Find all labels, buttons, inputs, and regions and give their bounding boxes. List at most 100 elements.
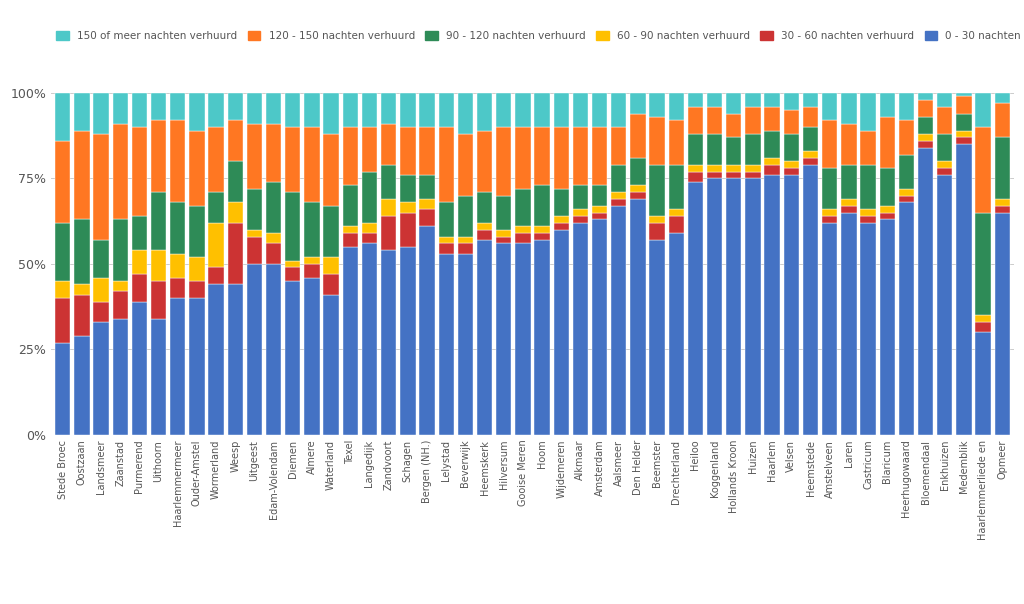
Bar bbox=[976, 322, 991, 332]
Bar bbox=[956, 114, 972, 130]
Bar bbox=[458, 254, 473, 435]
Bar bbox=[592, 93, 607, 127]
Bar bbox=[113, 319, 128, 435]
Bar bbox=[860, 209, 876, 216]
Bar bbox=[343, 93, 358, 127]
Bar bbox=[937, 168, 952, 175]
Bar bbox=[707, 172, 722, 178]
Bar bbox=[535, 93, 550, 127]
Bar bbox=[209, 223, 224, 268]
Bar bbox=[803, 93, 818, 107]
Bar bbox=[669, 209, 684, 216]
Bar bbox=[113, 281, 128, 291]
Bar bbox=[304, 278, 319, 435]
Bar bbox=[937, 93, 952, 107]
Bar bbox=[170, 254, 185, 278]
Bar bbox=[515, 93, 530, 127]
Bar bbox=[745, 134, 761, 165]
Bar bbox=[381, 199, 396, 216]
Bar bbox=[400, 127, 416, 175]
Bar bbox=[113, 219, 128, 281]
Bar bbox=[745, 107, 761, 134]
Bar bbox=[860, 223, 876, 435]
Bar bbox=[899, 155, 914, 188]
Bar bbox=[458, 243, 473, 254]
Bar bbox=[189, 298, 205, 435]
Bar bbox=[400, 247, 416, 435]
Bar bbox=[458, 134, 473, 196]
Bar bbox=[976, 127, 991, 213]
Bar bbox=[535, 226, 550, 233]
Bar bbox=[304, 257, 319, 264]
Bar bbox=[918, 141, 933, 148]
Bar bbox=[822, 120, 838, 168]
Bar bbox=[420, 209, 435, 226]
Bar bbox=[841, 124, 856, 165]
Bar bbox=[688, 182, 703, 435]
Bar bbox=[361, 172, 377, 223]
Bar bbox=[918, 93, 933, 100]
Bar bbox=[55, 298, 71, 342]
Bar bbox=[669, 216, 684, 233]
Bar bbox=[247, 124, 262, 188]
Bar bbox=[132, 250, 147, 274]
Bar bbox=[822, 209, 838, 216]
Bar bbox=[496, 196, 511, 230]
Bar bbox=[266, 182, 282, 233]
Bar bbox=[304, 264, 319, 278]
Bar bbox=[707, 134, 722, 165]
Bar bbox=[209, 127, 224, 192]
Bar bbox=[611, 165, 627, 192]
Bar bbox=[343, 226, 358, 233]
Bar bbox=[285, 268, 300, 281]
Bar bbox=[227, 93, 243, 120]
Bar bbox=[899, 188, 914, 196]
Bar bbox=[554, 223, 569, 230]
Bar bbox=[649, 93, 665, 117]
Bar bbox=[132, 93, 147, 127]
Bar bbox=[496, 127, 511, 196]
Bar bbox=[630, 185, 645, 192]
Bar bbox=[361, 243, 377, 435]
Bar bbox=[572, 185, 588, 209]
Bar bbox=[458, 93, 473, 134]
Bar bbox=[209, 192, 224, 223]
Bar bbox=[669, 93, 684, 120]
Bar bbox=[343, 233, 358, 247]
Bar bbox=[937, 107, 952, 134]
Bar bbox=[438, 243, 454, 254]
Bar bbox=[899, 93, 914, 120]
Bar bbox=[707, 93, 722, 107]
Bar bbox=[937, 175, 952, 435]
Bar bbox=[93, 278, 109, 301]
Bar bbox=[803, 158, 818, 165]
Bar bbox=[554, 93, 569, 127]
Legend: 150 of meer nachten verhuurd, 120 - 150 nachten verhuurd, 90 - 120 nachten verhu: 150 of meer nachten verhuurd, 120 - 150 … bbox=[56, 31, 1024, 41]
Bar bbox=[227, 202, 243, 223]
Bar bbox=[420, 127, 435, 175]
Bar bbox=[285, 260, 300, 268]
Bar bbox=[765, 165, 780, 175]
Bar bbox=[572, 127, 588, 185]
Bar bbox=[745, 165, 761, 172]
Bar bbox=[765, 130, 780, 158]
Bar bbox=[400, 202, 416, 213]
Bar bbox=[420, 199, 435, 209]
Bar bbox=[899, 120, 914, 155]
Bar bbox=[956, 144, 972, 435]
Bar bbox=[649, 117, 665, 165]
Bar bbox=[304, 127, 319, 202]
Bar bbox=[170, 120, 185, 202]
Bar bbox=[880, 117, 895, 168]
Bar bbox=[649, 223, 665, 240]
Bar bbox=[572, 216, 588, 223]
Bar bbox=[93, 322, 109, 435]
Bar bbox=[343, 185, 358, 226]
Bar bbox=[688, 107, 703, 134]
Bar bbox=[994, 206, 1010, 213]
Bar bbox=[956, 97, 972, 114]
Bar bbox=[189, 281, 205, 298]
Bar bbox=[266, 93, 282, 124]
Bar bbox=[745, 172, 761, 178]
Bar bbox=[726, 178, 741, 435]
